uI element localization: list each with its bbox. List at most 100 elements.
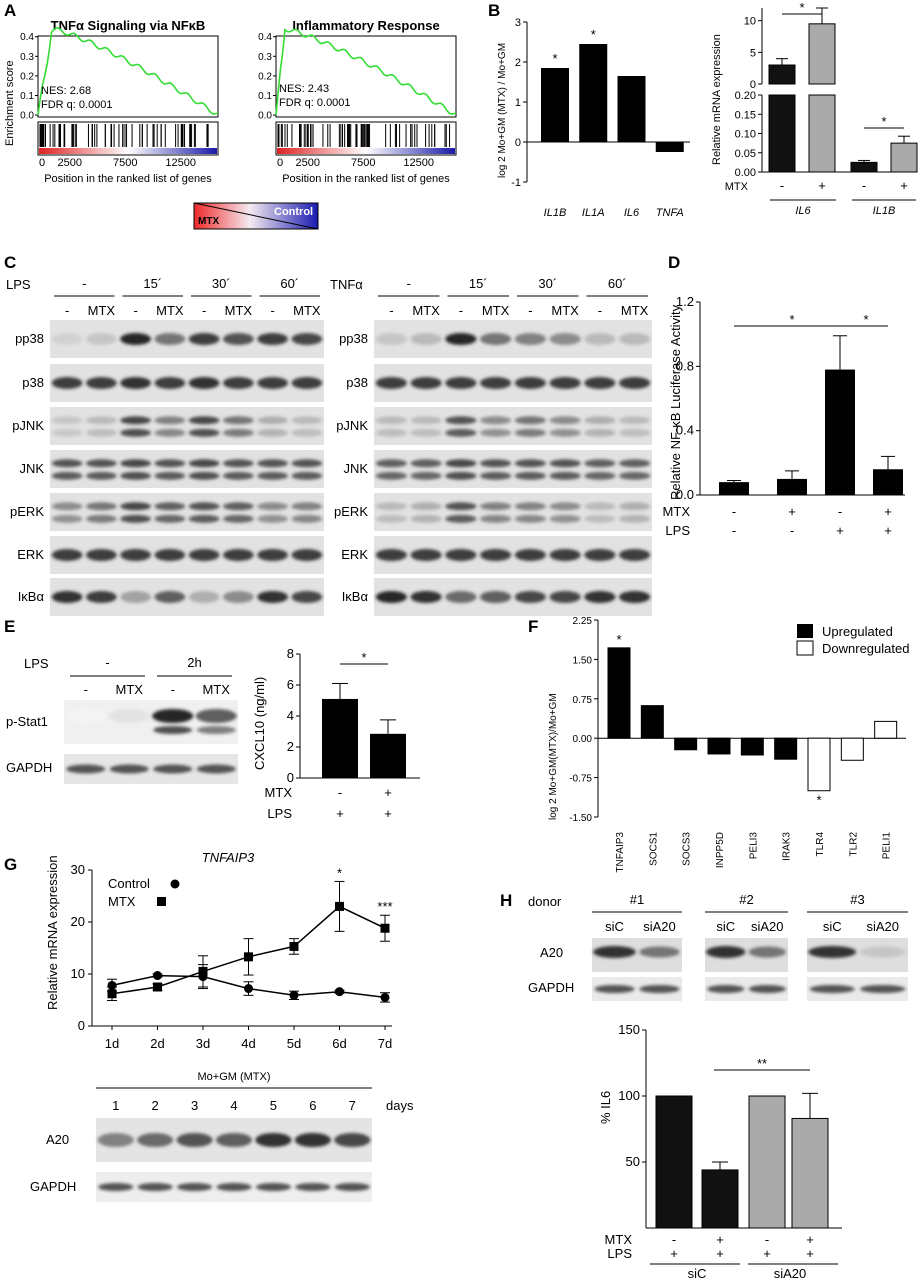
gsea-ytick-label: 0.4 bbox=[20, 32, 34, 43]
h-bar bbox=[655, 1095, 693, 1229]
f-legend-down: Downregulated bbox=[822, 641, 909, 656]
c-blot-band bbox=[85, 333, 117, 345]
h-donor-id: #3 bbox=[850, 892, 864, 907]
e-time-label: 2h bbox=[187, 655, 201, 670]
c-blot-band bbox=[51, 502, 83, 511]
panel-c: LPS -15´ 30´ 60´- MTX - MTX - MTX - MTXpp38p38pJNK… bbox=[6, 276, 652, 616]
g-mtx-point bbox=[198, 966, 208, 976]
d-lps-label: LPS bbox=[665, 523, 690, 538]
f-category: TNFAIP3 bbox=[615, 832, 626, 873]
c-time-label: 30´ bbox=[212, 276, 231, 291]
c-row-label: ERK bbox=[17, 547, 44, 562]
c-blot-band bbox=[85, 471, 117, 480]
g-blot-band bbox=[294, 1133, 331, 1147]
f-bar bbox=[840, 737, 864, 761]
g-ylabel: Relative mRNA expression bbox=[45, 855, 60, 1010]
g-control-point bbox=[107, 980, 117, 990]
panel-label-e: E bbox=[4, 617, 15, 636]
c-blot-band bbox=[514, 416, 547, 425]
gsea-xtick-label: 2500 bbox=[57, 157, 81, 169]
c-blot-band bbox=[549, 416, 581, 425]
g-control-point bbox=[380, 992, 390, 1002]
g-blot-band bbox=[216, 1183, 252, 1191]
c-row-label: pJNK bbox=[12, 418, 44, 433]
b-right-bar bbox=[890, 142, 918, 173]
b-right-mtx-sign: + bbox=[818, 178, 826, 193]
f-bar bbox=[607, 647, 631, 739]
g-blot-band bbox=[176, 1183, 213, 1191]
c-blot-band bbox=[291, 471, 323, 480]
g-legend-control: Control bbox=[108, 876, 150, 891]
c-blot-band bbox=[257, 459, 289, 468]
c-row-label: JNK bbox=[343, 461, 368, 476]
gsea-title: Inflammatory Response bbox=[292, 18, 439, 33]
gsea-xtick-label: 7500 bbox=[351, 157, 375, 169]
gradient-label-mtx: MTX bbox=[198, 216, 219, 227]
b-right-mtx-sign: + bbox=[900, 178, 908, 193]
c-treatment-label: LPS bbox=[6, 277, 31, 292]
d-mtx-sign: + bbox=[884, 504, 892, 519]
c-blot-band bbox=[257, 428, 289, 437]
g-legend-control-marker bbox=[170, 879, 180, 889]
c-blot-band bbox=[479, 591, 512, 603]
c-blot-band bbox=[188, 514, 220, 523]
c-blot-band bbox=[410, 502, 442, 511]
g-blot-band bbox=[97, 1133, 134, 1147]
c-blot-band bbox=[257, 549, 289, 561]
b-right-ytick-label: 0.10 bbox=[735, 129, 756, 141]
c-blot-band bbox=[154, 514, 186, 523]
c-blot-band bbox=[85, 416, 117, 425]
b-right-group-label: IL1B bbox=[873, 205, 896, 217]
g-legend-mtx: MTX bbox=[108, 894, 136, 909]
g-blot-row-label: GAPDH bbox=[30, 1179, 76, 1194]
c-blot-band bbox=[120, 502, 152, 511]
g-title: TNFAIP3 bbox=[202, 850, 255, 865]
h-sig: ** bbox=[757, 1056, 767, 1071]
c-lane-label: - bbox=[65, 303, 69, 318]
h-group-label: siA20 bbox=[774, 1266, 807, 1280]
g-ytick-label: 10 bbox=[71, 966, 85, 981]
h-blot-band bbox=[748, 946, 786, 958]
c-blot-band bbox=[222, 549, 254, 561]
b-left-bar bbox=[541, 68, 569, 142]
b-right-ytick-label: 0.00 bbox=[735, 167, 756, 179]
gsea-ytick-label: 0.4 bbox=[258, 32, 272, 43]
e-ytick-label: 8 bbox=[287, 646, 294, 661]
c-blot-band bbox=[549, 591, 581, 603]
gsea-title: TNFα Signaling via NFκB bbox=[51, 18, 206, 33]
c-blot-band bbox=[584, 333, 616, 345]
c-blot-band bbox=[222, 502, 254, 511]
h-ylabel: % IL6 bbox=[598, 1091, 613, 1124]
c-blot-band bbox=[445, 502, 477, 511]
c-blot-band bbox=[51, 459, 83, 468]
d-mtx-label: MTX bbox=[663, 504, 691, 519]
b-right-bar bbox=[808, 23, 836, 85]
c-blot-strip bbox=[50, 407, 324, 445]
c-blot-band bbox=[514, 428, 547, 437]
c-blot-band bbox=[291, 377, 323, 389]
c-row-label: pJNK bbox=[336, 418, 368, 433]
h-blot-band bbox=[809, 985, 855, 993]
h-mtx-sign: + bbox=[716, 1232, 724, 1247]
c-blot-band bbox=[584, 514, 616, 523]
c-blot-band bbox=[85, 459, 117, 468]
b-right-bar bbox=[850, 161, 878, 173]
c-blot-strip bbox=[374, 493, 652, 531]
c-blot-band bbox=[445, 416, 477, 425]
c-blot-band bbox=[410, 549, 442, 561]
g-xtick-label: 7d bbox=[378, 1036, 392, 1051]
g-blot-band bbox=[295, 1183, 331, 1191]
c-blot-band bbox=[584, 416, 616, 425]
c-row-label: pp38 bbox=[15, 331, 44, 346]
c-blot-band bbox=[222, 377, 254, 389]
panel-label-d: D bbox=[668, 253, 680, 272]
h-row-label: A20 bbox=[540, 945, 563, 960]
c-lane-label: - bbox=[202, 303, 206, 318]
c-blot-band bbox=[549, 428, 581, 437]
c-blot-band bbox=[120, 514, 152, 523]
panel-label-f: F bbox=[528, 617, 538, 636]
c-blot-band bbox=[120, 416, 152, 425]
